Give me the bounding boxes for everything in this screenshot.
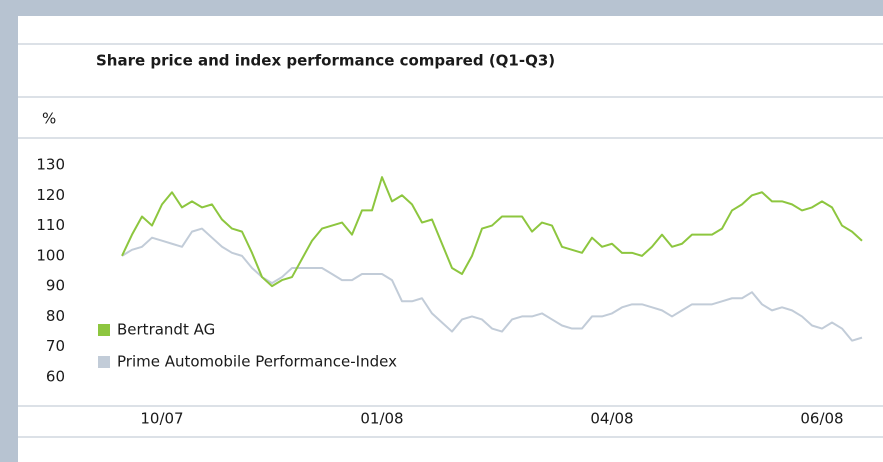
- legend-label: Bertrandt AG: [117, 321, 215, 339]
- y-axis-label: %: [42, 110, 56, 128]
- x-tick-label: 10/07: [140, 410, 183, 428]
- y-tick-label: 90: [46, 277, 65, 295]
- x-tick-label: 01/08: [360, 410, 403, 428]
- legend-swatch: [98, 356, 110, 368]
- y-tick-label: 120: [36, 186, 65, 204]
- y-tick-label: 100: [36, 246, 65, 264]
- y-tick-label: 80: [46, 307, 65, 325]
- series-line: [121, 227, 863, 342]
- panel: [18, 16, 883, 462]
- y-tick-label: 110: [36, 216, 65, 234]
- y-tick-label: 60: [46, 368, 65, 386]
- legend-swatch: [98, 324, 110, 336]
- x-tick-label: 04/08: [590, 410, 633, 428]
- series-line: [121, 176, 863, 288]
- y-tick-label: 70: [46, 337, 65, 355]
- chart-title: Share price and index performance compar…: [96, 52, 555, 70]
- x-tick-label: 06/08: [800, 410, 843, 428]
- y-tick-label: 130: [36, 156, 65, 174]
- legend-label: Prime Automobile Performance-Index: [117, 353, 397, 371]
